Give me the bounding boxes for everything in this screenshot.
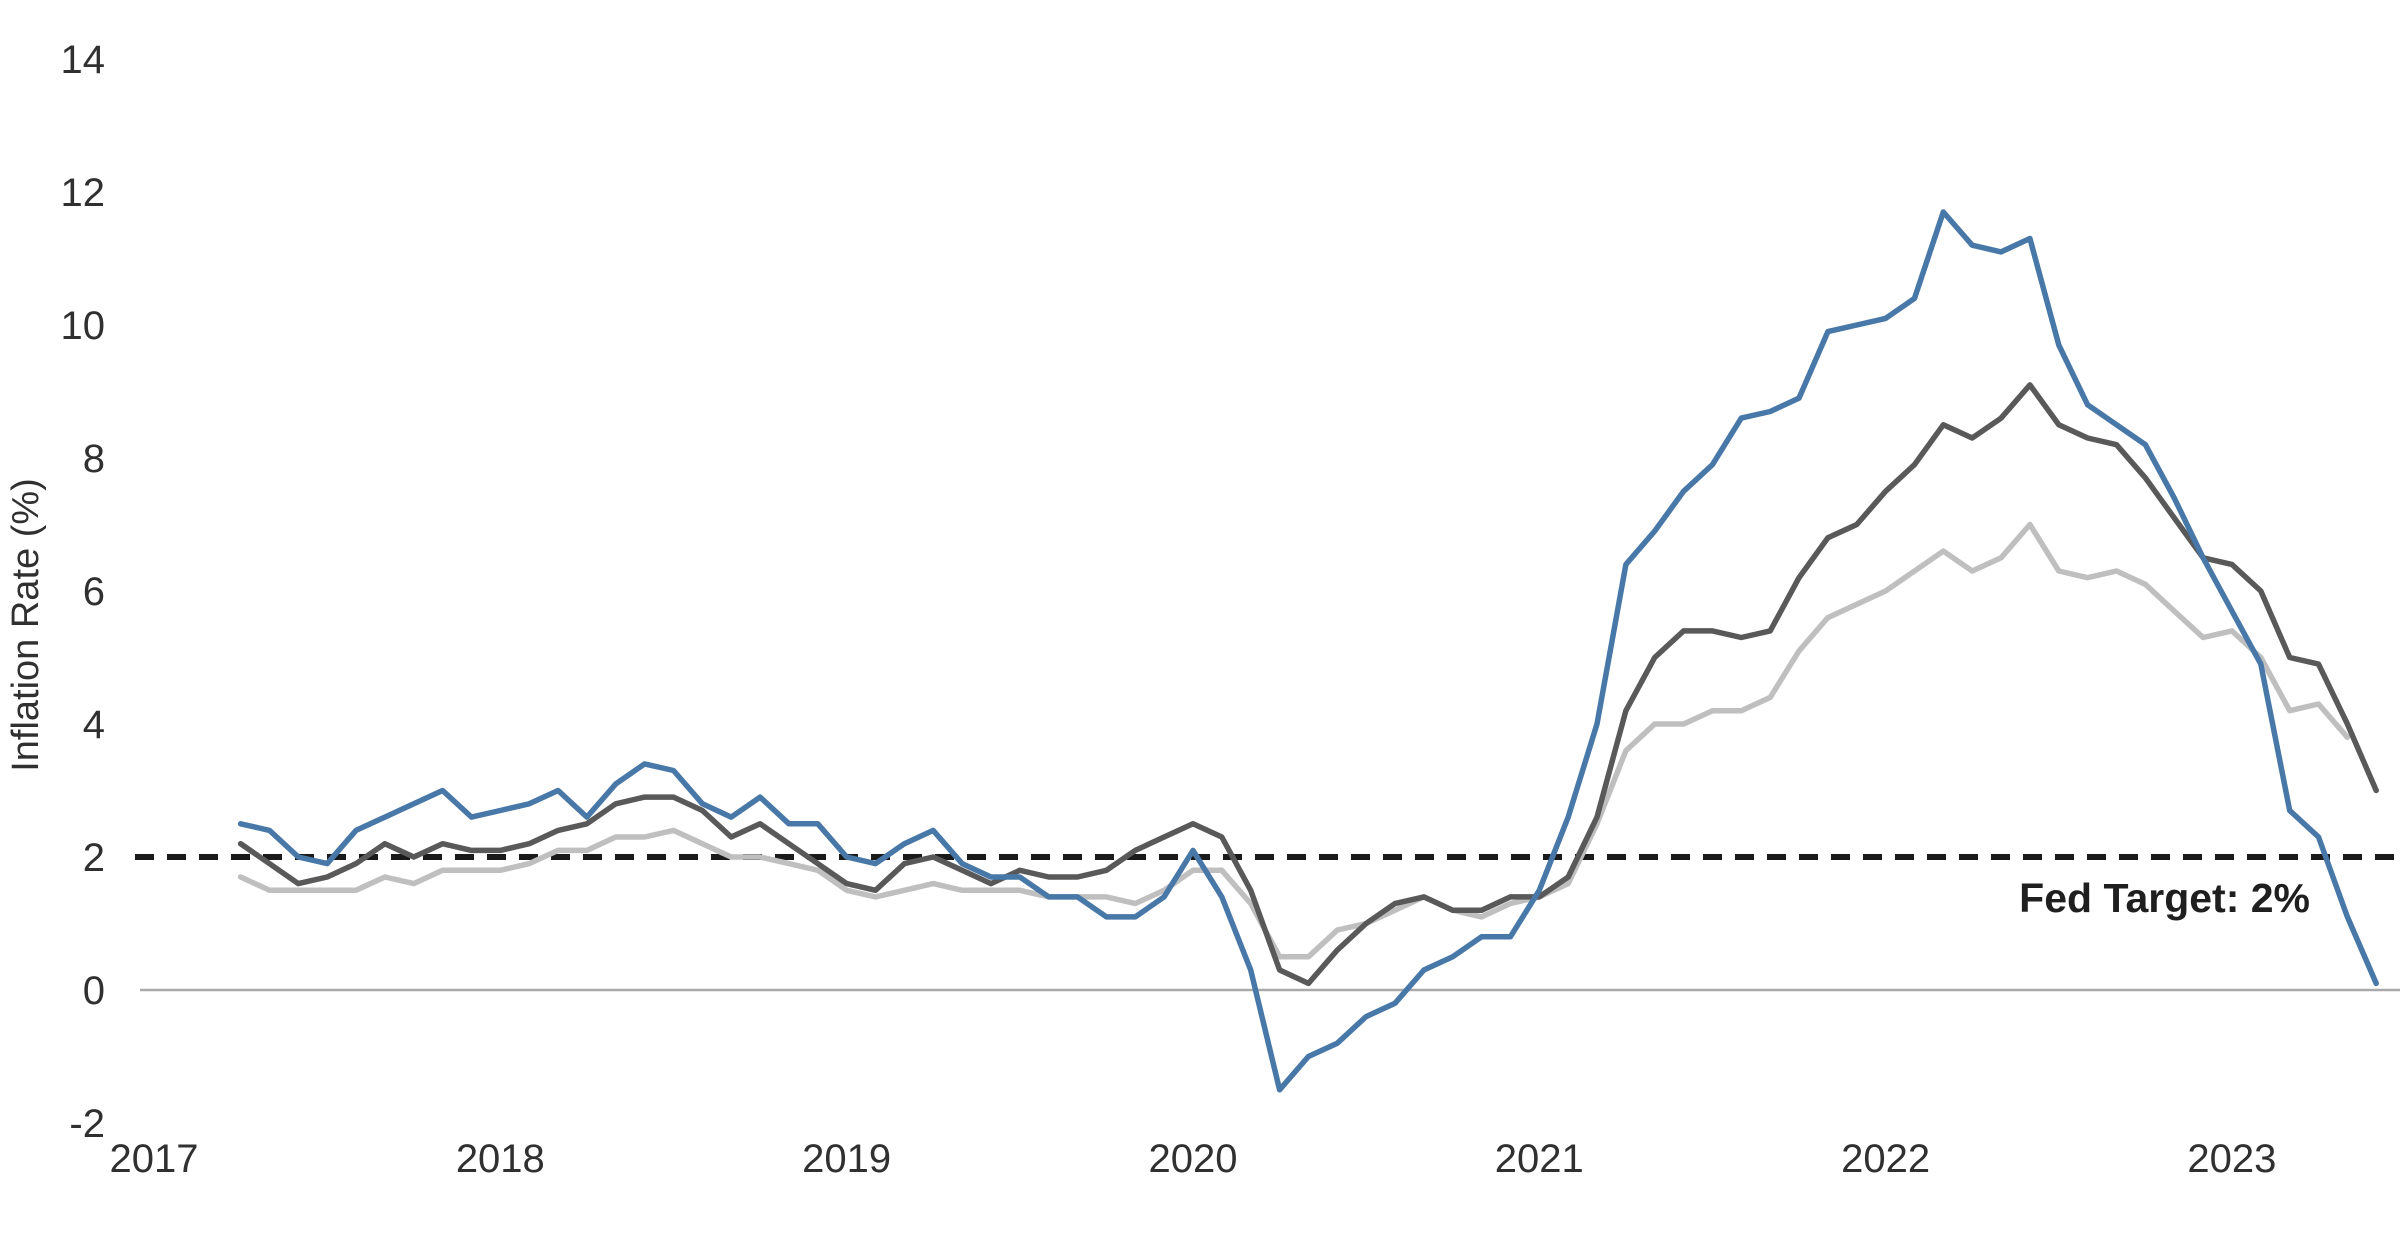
y-tick-label: 0 [83,969,105,1013]
x-tick-label: 2023 [2187,1137,2276,1181]
y-tick-label: 6 [83,570,105,614]
y-tick-label: 4 [83,703,105,747]
y-tick-label: 12 [61,171,106,215]
y-tick-label: 14 [61,38,106,82]
y-axis-title: Inflation Rate (%) [5,478,47,772]
x-tick-label: 2022 [1841,1137,1930,1181]
series-line-blue-series [237,209,2379,1093]
y-tick-label: 10 [61,304,106,348]
series-lines [237,209,2379,1093]
fed-target-label: Fed Target: 2% [2019,875,2310,921]
series-line-dark-gray-series [237,382,2379,987]
y-tick-label: -2 [69,1102,105,1146]
x-tick-label: 2021 [1495,1137,1584,1181]
x-tick-label: 2018 [456,1137,545,1181]
y-tick-label: 2 [83,836,105,880]
x-tick-label: 2020 [1148,1137,1237,1181]
series-line-light-gray-series [237,521,2351,960]
y-tick-label: 8 [83,437,105,481]
y-axis-tick-labels: -2 0 2 4 6 8 10 12 14 [61,38,106,1146]
x-axis-tick-labels: 2017 2018 2019 2020 2021 2022 2023 [110,1137,2277,1181]
x-tick-label: 2019 [802,1137,891,1181]
x-tick-label: 2017 [110,1137,199,1181]
